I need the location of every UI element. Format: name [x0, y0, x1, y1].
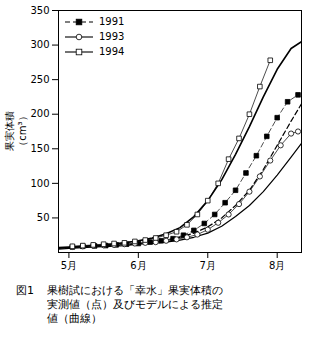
svg-text:300: 300 — [30, 39, 49, 50]
html-text:1994: 1994 — [99, 46, 125, 57]
svg-text:6月: 6月 — [130, 260, 146, 271]
svg-text:250: 250 — [30, 74, 49, 85]
svg-text:200: 200 — [30, 108, 49, 119]
html-text:実測値（点）及びモデルによる推定: 実測値（点）及びモデルによる推定 — [47, 298, 223, 311]
html-text:1993: 1993 — [99, 31, 125, 42]
html-text:果実体積 （cm³）: 果実体積 （cm³） — [4, 111, 28, 151]
svg-text:5月: 5月 — [61, 260, 77, 271]
html-text:1991: 1991 — [99, 16, 125, 27]
svg-text:50: 50 — [37, 212, 50, 223]
html-text:図1: 図1 — [16, 284, 34, 297]
svg-text:8月: 8月 — [269, 260, 285, 271]
svg-text:7月: 7月 — [200, 260, 216, 271]
html-text:果樹試における「幸水」果実体積の: 果樹試における「幸水」果実体積の — [47, 284, 223, 297]
html-text:値（曲線）: 値（曲線） — [47, 312, 102, 325]
svg-text:350: 350 — [30, 5, 49, 16]
svg-text:100: 100 — [30, 178, 49, 189]
svg-text:150: 150 — [30, 143, 49, 154]
